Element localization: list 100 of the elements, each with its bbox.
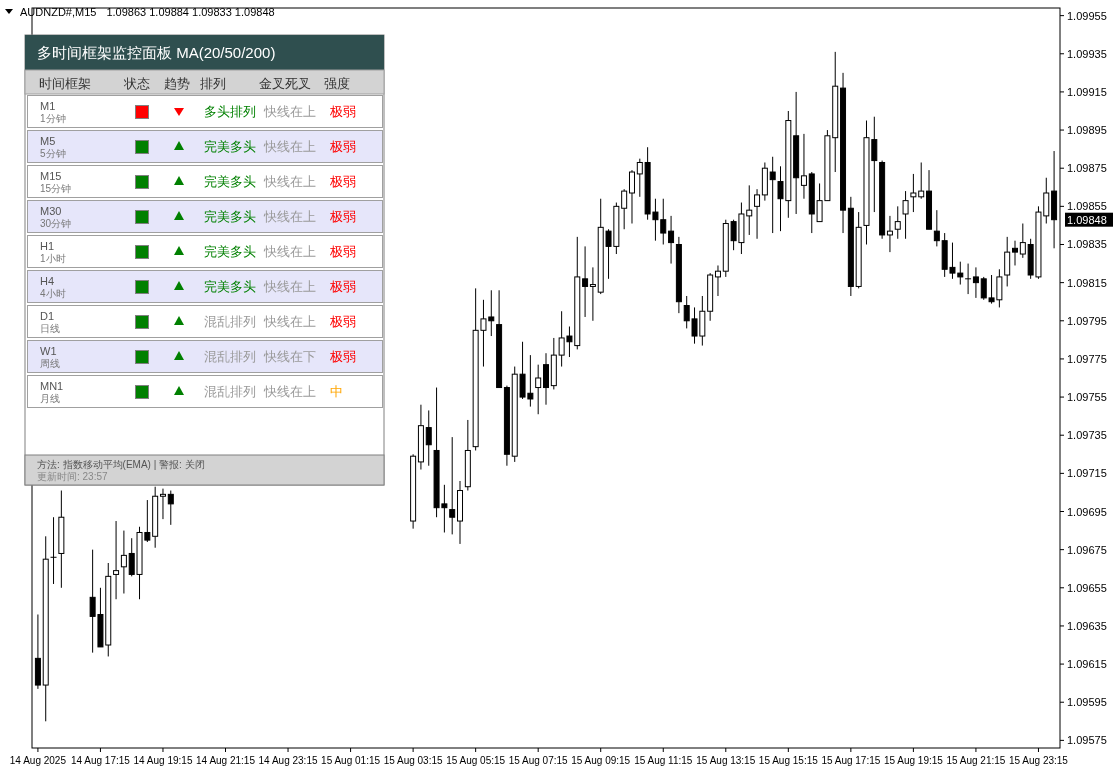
y-tick-label: 1.09815	[1067, 276, 1107, 289]
candlestick	[113, 520, 120, 600]
annotation: 快线在上	[263, 244, 316, 259]
x-tick-label: 14 Aug 23:15	[258, 755, 318, 766]
candlestick	[159, 488, 166, 520]
y-tick-label: 1.09715	[1067, 467, 1107, 480]
y-tick-label: 1.09755	[1067, 391, 1107, 404]
x-tick-label: 15 Aug 11:15	[634, 755, 693, 766]
annotation: W1	[40, 345, 57, 357]
y-tick-label: 1.09695	[1067, 505, 1107, 518]
x-tick-label: 15 Aug 01:15	[321, 755, 381, 766]
annotation: 更新时间: 23:57	[37, 471, 109, 482]
annotation: 混乱排列	[204, 314, 256, 329]
annotation: 极弱	[329, 174, 356, 189]
candlestick	[50, 516, 58, 585]
annotation: 混乱排列	[204, 384, 256, 399]
candlestick	[894, 205, 901, 240]
candlestick	[964, 263, 972, 295]
x-tick-label: 15 Aug 09:15	[571, 755, 631, 766]
annotation: 极弱	[329, 314, 356, 329]
x-tick-label: 15 Aug 07:15	[508, 755, 569, 766]
x-tick-label: 15 Aug 03:15	[383, 755, 444, 766]
y-tick-label: 1.09955	[1067, 9, 1107, 22]
annotation: 极弱	[329, 209, 356, 224]
x-tick-label: 15 Aug 13:15	[696, 755, 756, 766]
candlestick	[582, 245, 589, 318]
annotation: M1	[40, 100, 56, 112]
annotation: H1	[40, 240, 55, 252]
annotation: 4小时	[40, 288, 66, 299]
annotation: 方法: 指数移动平均(EMA) | 警报: 关闭	[37, 459, 205, 470]
annotation: 1分钟	[40, 113, 66, 124]
x-tick-label: 15 Aug 21:15	[946, 755, 1006, 766]
candlestick	[589, 266, 596, 322]
annotation: 15分钟	[40, 183, 72, 194]
annotation: MN1	[40, 380, 64, 392]
x-tick-label: 14 Aug 2025	[9, 755, 67, 766]
annotation: 多头排列	[204, 104, 256, 119]
annotation: 30分钟	[40, 218, 72, 229]
annotation: 极弱	[329, 104, 356, 119]
candlestick	[1012, 240, 1019, 266]
candlestick	[1004, 236, 1011, 287]
annotation: 快线在上	[263, 104, 316, 119]
annotation: 日线	[40, 323, 60, 334]
candlestick	[628, 169, 635, 225]
y-tick-label: 1.09595	[1067, 696, 1107, 709]
annotation: 快线在上	[263, 139, 316, 154]
x-tick-label: 15 Aug 23:15	[1008, 755, 1069, 766]
annotation: 完美多头	[204, 244, 256, 259]
annotation: 月线	[40, 393, 60, 404]
annotation: 中	[330, 384, 343, 399]
x-tick-label: 15 Aug 05:15	[446, 755, 506, 766]
candlestick	[120, 530, 127, 595]
candlestick	[425, 409, 432, 467]
candlestick	[800, 133, 807, 200]
candlestick	[769, 156, 776, 234]
annotation: 完美多头	[204, 174, 256, 189]
candlestick	[543, 352, 549, 406]
y-tick-label: 1.09735	[1067, 429, 1107, 442]
annotation: 混乱排列	[204, 349, 256, 364]
candlestick	[714, 264, 721, 297]
y-tick-label: 1.09935	[1067, 47, 1107, 60]
y-tick-label: 1.09675	[1067, 543, 1107, 556]
y-tick-label: 1.09655	[1067, 581, 1107, 594]
candlestick	[933, 209, 940, 247]
annotation: 快线在上	[263, 314, 316, 329]
annotation: 状态	[123, 76, 150, 91]
y-tick-label: 1.09795	[1067, 314, 1107, 327]
chart-subtitle: 1.09863 1.09884 1.09833 1.09848	[106, 6, 275, 18]
annotation: 快线在上	[263, 279, 316, 294]
candlestick	[167, 490, 174, 526]
x-tick-label: 15 Aug 15:15	[758, 755, 819, 766]
chart-title: AUDNZD#,M15	[20, 6, 97, 18]
y-tick-label: 1.09875	[1067, 162, 1107, 175]
y-tick-label: 1.09635	[1067, 619, 1107, 632]
annotation: 完美多头	[204, 139, 256, 154]
annotation: 快线在上	[263, 384, 316, 399]
annotation: 极弱	[329, 349, 356, 364]
annotation: M5	[40, 135, 56, 147]
y-tick-label: 1.09575	[1067, 734, 1107, 747]
candlestick	[668, 215, 675, 265]
annotation: 周线	[40, 358, 60, 369]
x-tick-label: 14 Aug 19:15	[133, 755, 193, 766]
candlestick	[902, 190, 909, 240]
annotation: D1	[40, 310, 55, 322]
annotation: 金叉死叉	[259, 76, 311, 91]
annotation: M15	[40, 170, 62, 182]
candlestick	[754, 188, 761, 240]
annotation: 多时间框架监控面板 MA(20/50/200)	[37, 44, 276, 61]
y-tick-label: 1.09855	[1067, 200, 1107, 213]
annotation: 时间框架	[39, 76, 91, 91]
annotation: 极弱	[329, 279, 356, 294]
annotation: 快线在上	[263, 209, 316, 224]
annotation: 快线在下	[263, 349, 316, 364]
annotation: H4	[40, 275, 55, 287]
candlestick	[449, 436, 456, 535]
y-tick-label: 1.09915	[1067, 85, 1107, 98]
y-tick-label: 1.09835	[1067, 238, 1107, 251]
y-tick-label: 1.09775	[1067, 352, 1107, 365]
annotation: 排列	[200, 76, 226, 91]
x-tick-label: 14 Aug 17:15	[70, 755, 131, 766]
